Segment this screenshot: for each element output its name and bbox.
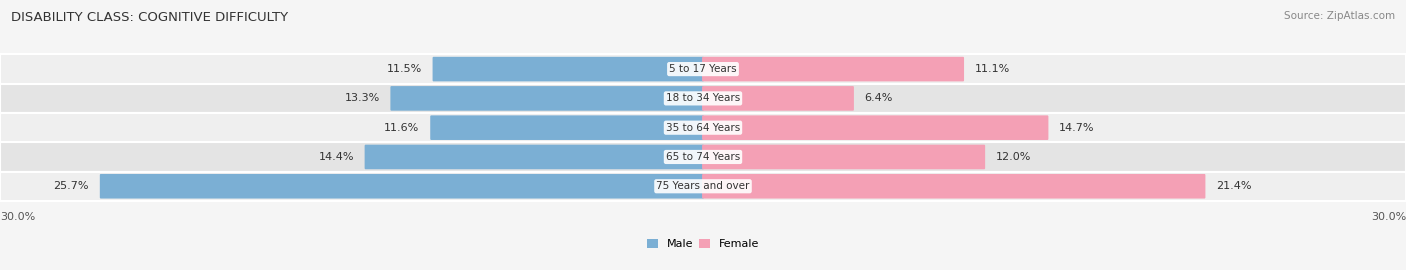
Text: 18 to 34 Years: 18 to 34 Years xyxy=(666,93,740,103)
Text: 25.7%: 25.7% xyxy=(53,181,89,191)
FancyBboxPatch shape xyxy=(702,115,1049,140)
FancyBboxPatch shape xyxy=(100,174,704,198)
Text: 11.6%: 11.6% xyxy=(384,123,419,133)
FancyBboxPatch shape xyxy=(433,57,704,81)
Text: 21.4%: 21.4% xyxy=(1216,181,1251,191)
Text: 65 to 74 Years: 65 to 74 Years xyxy=(666,152,740,162)
Text: 14.7%: 14.7% xyxy=(1059,123,1095,133)
FancyBboxPatch shape xyxy=(702,86,853,111)
FancyBboxPatch shape xyxy=(702,174,1205,198)
Text: 30.0%: 30.0% xyxy=(0,212,35,222)
FancyBboxPatch shape xyxy=(364,145,704,169)
Text: 11.5%: 11.5% xyxy=(387,64,422,74)
Text: 12.0%: 12.0% xyxy=(995,152,1031,162)
FancyBboxPatch shape xyxy=(702,145,986,169)
Text: 75 Years and over: 75 Years and over xyxy=(657,181,749,191)
Text: 30.0%: 30.0% xyxy=(1371,212,1406,222)
Bar xyxy=(0,142,1406,172)
Text: Source: ZipAtlas.com: Source: ZipAtlas.com xyxy=(1284,11,1395,21)
Text: DISABILITY CLASS: COGNITIVE DIFFICULTY: DISABILITY CLASS: COGNITIVE DIFFICULTY xyxy=(11,11,288,24)
Bar xyxy=(0,172,1406,201)
Legend: Male, Female: Male, Female xyxy=(643,235,763,254)
Text: 35 to 64 Years: 35 to 64 Years xyxy=(666,123,740,133)
Bar xyxy=(0,55,1406,84)
Text: 14.4%: 14.4% xyxy=(318,152,354,162)
Bar xyxy=(0,113,1406,142)
Text: 6.4%: 6.4% xyxy=(865,93,893,103)
Bar xyxy=(0,84,1406,113)
FancyBboxPatch shape xyxy=(430,115,704,140)
Text: 13.3%: 13.3% xyxy=(344,93,380,103)
FancyBboxPatch shape xyxy=(391,86,704,111)
Text: 5 to 17 Years: 5 to 17 Years xyxy=(669,64,737,74)
Text: 11.1%: 11.1% xyxy=(974,64,1010,74)
FancyBboxPatch shape xyxy=(702,57,965,81)
